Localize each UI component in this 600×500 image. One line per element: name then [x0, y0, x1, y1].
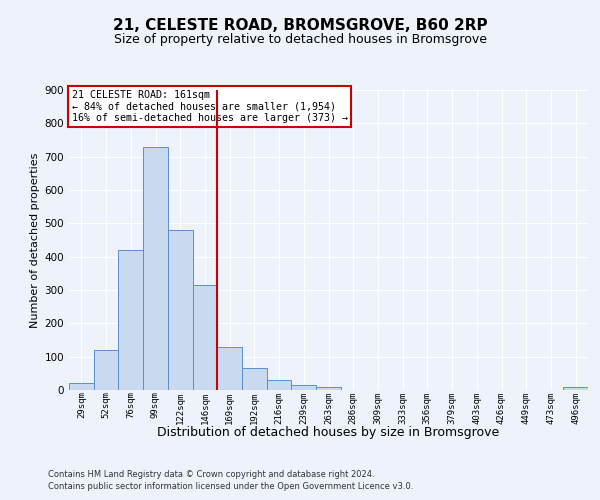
Bar: [563, 386, 588, 390]
Bar: [267, 380, 292, 390]
X-axis label: Distribution of detached houses by size in Bromsgrove: Distribution of detached houses by size …: [157, 426, 500, 440]
Text: Size of property relative to detached houses in Bromsgrove: Size of property relative to detached ho…: [113, 32, 487, 46]
Text: Contains public sector information licensed under the Open Government Licence v3: Contains public sector information licen…: [48, 482, 413, 491]
Bar: [69, 384, 94, 390]
Text: 21 CELESTE ROAD: 161sqm
← 84% of detached houses are smaller (1,954)
16% of semi: 21 CELESTE ROAD: 161sqm ← 84% of detache…: [71, 90, 347, 123]
Text: 21, CELESTE ROAD, BROMSGROVE, B60 2RP: 21, CELESTE ROAD, BROMSGROVE, B60 2RP: [113, 18, 487, 32]
Bar: [168, 230, 193, 390]
Bar: [242, 368, 267, 390]
Text: Contains HM Land Registry data © Crown copyright and database right 2024.: Contains HM Land Registry data © Crown c…: [48, 470, 374, 479]
Bar: [217, 346, 242, 390]
Bar: [94, 350, 118, 390]
Bar: [193, 285, 217, 390]
Bar: [292, 385, 316, 390]
Bar: [316, 386, 341, 390]
Bar: [118, 250, 143, 390]
Bar: [143, 146, 168, 390]
Y-axis label: Number of detached properties: Number of detached properties: [31, 152, 40, 328]
